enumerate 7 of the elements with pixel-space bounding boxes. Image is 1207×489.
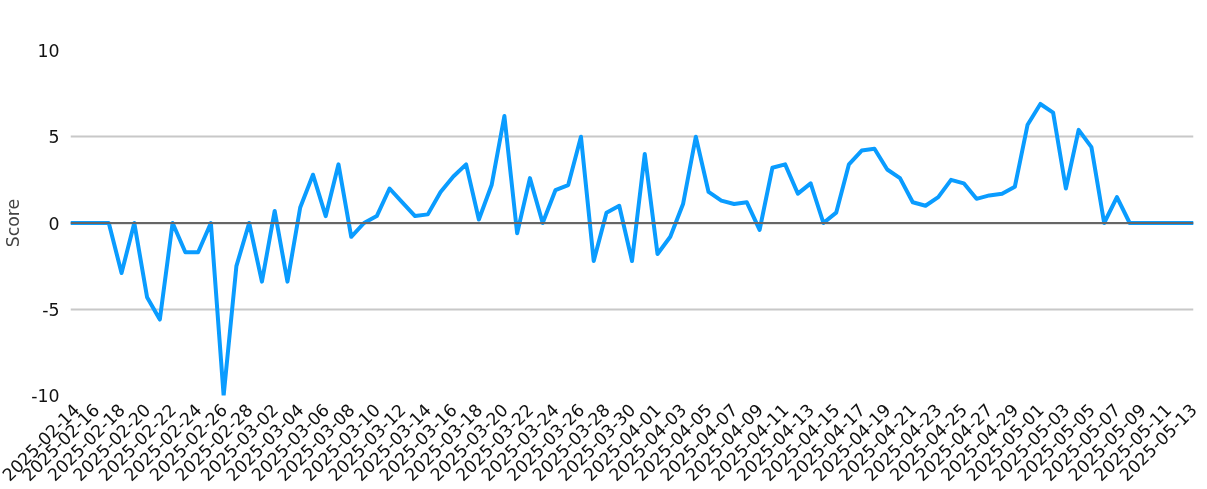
y-tick-label: 0	[48, 213, 60, 234]
y-tick-label: 10	[37, 41, 60, 61]
y-tick-label: 5	[48, 127, 60, 148]
y-tick-label: -10	[31, 386, 60, 406]
y-tick-label: -5	[42, 299, 60, 320]
line-series	[70, 101, 1194, 396]
y-axis-title: Score	[3, 198, 24, 248]
